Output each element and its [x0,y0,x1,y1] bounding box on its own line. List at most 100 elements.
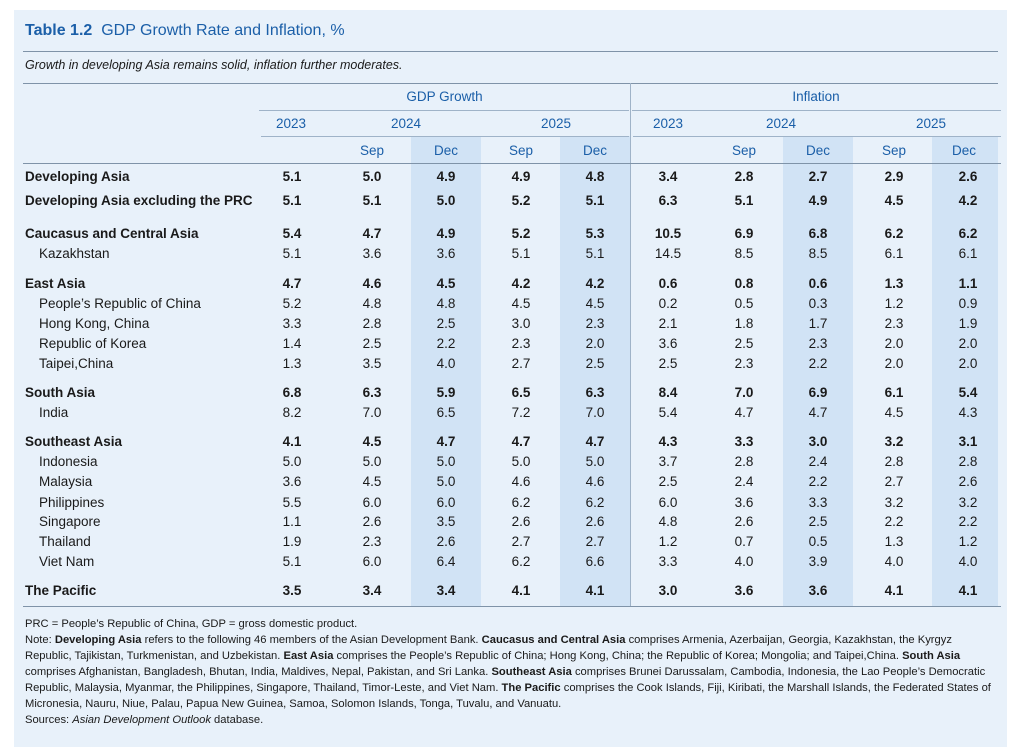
note-region-text: comprises Armenia, Azerbaijan, Georgia, … [25,634,952,662]
table-cell: 3.1 [958,434,978,449]
table-cell: 1.9 [282,534,302,549]
table-cell: 2.3 [884,316,904,331]
table-cell: 3.0 [511,316,531,331]
row-label: Republic of Korea [39,336,147,351]
table-cell: 5.1 [362,193,382,208]
table-cell: 2.8 [734,454,754,469]
table-bottom-rule [23,606,1001,607]
row-label: Kazakhstan [39,246,110,261]
table-cell: 3.6 [734,495,754,510]
table-cell: 4.8 [436,296,456,311]
table-cell: 4.6 [362,276,382,291]
table-cell: 2.6 [958,169,978,184]
table-cell: 5.4 [282,226,302,241]
table-row: Republic of Korea 1.4 2.5 2.2 2.3 2.0 3.6 2.5 2.… [14,334,1007,354]
table-cell: 1.3 [282,356,302,371]
table-cell: 2.6 [585,514,605,529]
gdp-year-2024: 2024 [390,116,422,131]
table-cell: 2.8 [734,169,754,184]
row-label: Philippines [39,495,105,510]
table-cell: 1.1 [958,276,978,291]
row-label: Singapore [39,514,101,529]
table-cell: 0.9 [958,296,978,311]
table-cell: 14.5 [654,246,682,261]
table-cell: 8.5 [808,246,828,261]
table-row: Viet Nam 5.1 6.0 6.4 6.2 6.6 3.3 4.0 3.9 4.0 4.0 [14,552,1007,572]
row-label: Viet Nam [39,554,95,569]
table-cell: 6.0 [362,495,382,510]
sources-title: Asian Development Outlook [72,714,211,726]
inf-year-2024: 2024 [765,116,797,131]
table-cell: 2.0 [585,336,605,351]
note-region-name: South Asia [902,650,961,662]
table-cell: 4.5 [585,296,605,311]
table-cell: 5.0 [282,454,302,469]
table-cell: 6.8 [282,385,302,400]
row-label: The Pacific [25,583,97,598]
table-number: Table 1.2 [25,22,93,39]
table-cell: 2.0 [958,356,978,371]
note-region-name: The Pacific [501,682,561,694]
table-cell: 1.7 [808,316,828,331]
inf-year-rule [633,136,1001,137]
group-divider [630,83,631,606]
inflation-header: Inflation [792,89,840,104]
table-cell: 4.3 [958,405,978,420]
table-cell: 2.3 [734,356,754,371]
table-cell: 10.5 [654,226,682,241]
table-cell: 4.0 [734,554,754,569]
shade-inf-2025-dec [932,136,998,606]
table-row: Thailand 1.9 2.3 2.6 2.7 2.7 1.2 0.7 0.5 1.3 1.2 [14,532,1007,552]
table-cell: 6.3 [585,385,605,400]
table-subtitle: Growth in developing Asia remains solid,… [25,58,403,72]
sources-suffix: database. [210,714,264,726]
table-cell: 2.6 [511,514,531,529]
table-cell: 4.0 [958,554,978,569]
abbreviations-note: PRC = People’s Republic of China, GDP = … [25,618,358,630]
table-cell: 2.5 [808,514,828,529]
row-label: Hong Kong, China [39,316,150,331]
row-label: Developing Asia excluding the PRC [25,193,253,208]
row-label: South Asia [25,385,96,400]
inf-year-2023: 2023 [652,116,684,131]
table-row: Southeast Asia 4.1 4.5 4.7 4.7 4.7 4.3 3.3 3.0 3.… [14,432,1007,452]
table-cell: 2.5 [362,336,382,351]
table-cell: 4.0 [884,554,904,569]
table-cell: 6.5 [511,385,531,400]
table-cell: 3.6 [808,583,828,598]
table-cell: 5.3 [585,226,605,241]
row-label: Indonesia [39,454,98,469]
gdp-year-2023: 2023 [275,116,307,131]
table-cell: 6.4 [436,554,456,569]
table-cell: 3.5 [362,356,382,371]
table-cell: 0.6 [658,276,678,291]
table-cell: 6.0 [362,554,382,569]
table-cell: 1.2 [658,534,678,549]
table-cell: 4.8 [658,514,678,529]
table-cell: 3.6 [658,336,678,351]
gdp-2025-dec: Dec [582,143,607,158]
inf-year-2025: 2025 [915,116,947,131]
table-cell: 6.8 [808,226,828,241]
gdp-year-2025: 2025 [540,116,572,131]
table-row: Malaysia 3.6 4.5 5.0 4.6 4.6 2.5 2.4 2.2 2.7 2.6 [14,472,1007,492]
table-cell: 6.1 [884,385,904,400]
inf-2025-dec: Dec [951,143,976,158]
row-label: People’s Republic of China [39,296,201,311]
table-cell: 1.1 [282,514,302,529]
table-cell: 0.5 [808,534,828,549]
table-row: Developing Asia excluding the PRC 5.1 5.1 5… [14,191,1007,211]
table-cell: 5.0 [585,454,605,469]
table-cell: 8.5 [734,246,754,261]
table-row: Indonesia 5.0 5.0 5.0 5.0 5.0 3.7 2.8 2.4 2.8 2.8 [14,452,1007,472]
table-cell: 5.0 [511,454,531,469]
table-cell: 2.6 [958,474,978,489]
table-cell: 3.2 [884,434,904,449]
table-row: East Asia 4.7 4.6 4.5 4.2 4.2 0.6 0.8 0.6 1.3 1.1 [14,274,1007,294]
table-cell: 5.0 [362,169,382,184]
table-cell: 3.6 [362,246,382,261]
table-cell: 2.3 [585,316,605,331]
table-cell: 4.5 [884,193,904,208]
inf-2025-sep: Sep [881,143,907,158]
row-label: Thailand [39,534,91,549]
